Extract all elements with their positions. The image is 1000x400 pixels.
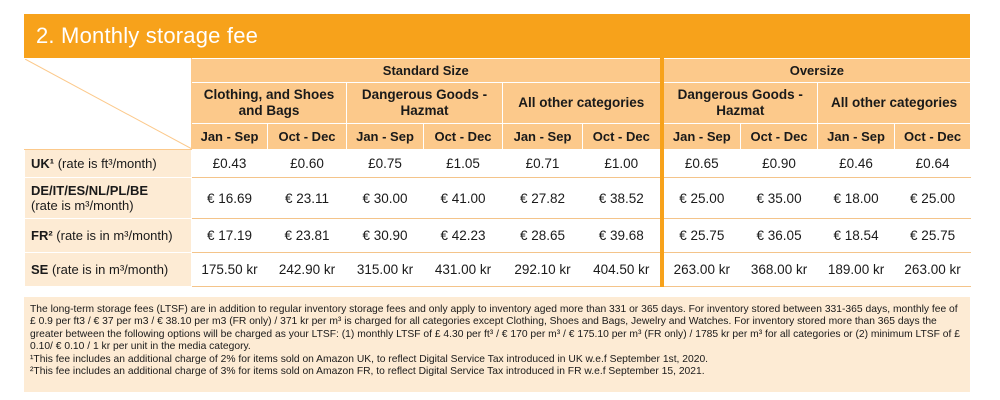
fee-cell: 292.10 kr	[502, 252, 583, 287]
fee-cell: € 30.00	[346, 177, 424, 219]
table-row: FR² (rate is in m³/month) € 17.19 € 23.8…	[24, 218, 972, 253]
table-row: UK¹ (rate is ft³/month) £0.43 £0.60 £0.7…	[24, 149, 972, 178]
fee-cell: £0.43	[191, 149, 268, 178]
storage-fee-panel: 2. Monthly storage fee Standard Size Ove…	[24, 14, 972, 392]
fee-cell: 315.00 kr	[346, 252, 424, 287]
fee-cell: € 16.69	[191, 177, 268, 219]
category-header-clothing: Clothing, and Shoes and Bags	[191, 82, 347, 124]
section-title: 2. Monthly storage fee	[24, 14, 970, 58]
fee-cell: 263.00 kr	[894, 252, 972, 287]
row-label: DE/IT/ES/NL/PL/BE (rate is m³/month)	[24, 177, 192, 219]
period-header: Jan - Sep	[346, 122, 424, 151]
market-name: SE	[31, 262, 49, 277]
category-header-other-standard: All other categories	[501, 82, 663, 124]
group-header-oversize: Oversize	[659, 57, 972, 84]
fee-cell: € 25.00	[894, 177, 972, 219]
category-header-hazmat-oversize: Dangerous Goods - Hazmat	[659, 82, 819, 124]
period-header: Jan - Sep	[502, 122, 583, 151]
row-label: UK¹ (rate is ft³/month)	[24, 149, 192, 178]
period-header: Oct - Dec	[894, 122, 972, 151]
market-name: FR²	[31, 228, 53, 243]
fee-cell: € 38.52	[581, 177, 663, 219]
fee-cell: € 30.90	[346, 218, 424, 253]
fee-cell: £0.60	[267, 149, 347, 178]
fee-cell: € 41.00	[423, 177, 503, 219]
category-header-hazmat-standard: Dangerous Goods - Hazmat	[346, 82, 503, 124]
market-name: UK¹	[31, 156, 55, 171]
corner-diagonal	[25, 59, 192, 149]
fee-cell: 263.00 kr	[659, 252, 742, 287]
fee-cell: € 18.00	[817, 177, 896, 219]
table-row: SE (rate is in m³/month) 175.50 kr 242.9…	[24, 252, 972, 287]
fee-cell: 368.00 kr	[740, 252, 819, 287]
fee-cell: € 17.19	[191, 218, 268, 253]
fee-cell: € 42.23	[423, 218, 503, 253]
rate-unit: (rate is in m³/month)	[48, 262, 169, 277]
rate-unit: (rate is m³/month)	[31, 198, 134, 213]
fee-cell: £0.46	[817, 149, 896, 178]
fee-cell: € 25.75	[894, 218, 972, 253]
fee-cell: 189.00 kr	[817, 252, 896, 287]
period-header: Oct - Dec	[581, 122, 663, 151]
market-name: DE/IT/ES/NL/PL/BE	[31, 183, 149, 198]
row-label: FR² (rate is in m³/month)	[24, 218, 192, 253]
fee-cell: € 36.05	[740, 218, 819, 253]
fee-cell: € 35.00	[740, 177, 819, 219]
period-header: Jan - Sep	[817, 122, 896, 151]
fee-cell: 242.90 kr	[267, 252, 347, 287]
table-corner	[24, 58, 192, 150]
footnotes-box: The long-term storage fees (LTSF) are in…	[24, 297, 970, 392]
ltsf-note: The long-term storage fees (LTSF) are in…	[30, 304, 960, 353]
fee-cell: € 18.54	[817, 218, 896, 253]
fee-cell: € 23.81	[267, 218, 347, 253]
fee-cell: 431.00 kr	[423, 252, 503, 287]
fee-cell: £0.65	[659, 149, 742, 178]
rate-unit: (rate is ft³/month)	[54, 156, 157, 171]
fee-cell: £0.64	[894, 149, 972, 178]
group-header-standard: Standard Size	[190, 57, 663, 84]
table-row: DE/IT/ES/NL/PL/BE (rate is m³/month) € 16…	[24, 177, 972, 219]
period-header: Oct - Dec	[740, 122, 819, 151]
storage-fee-table: Standard Size Oversize Clothing, and Sho…	[24, 57, 972, 287]
fee-cell: £0.71	[502, 149, 583, 178]
fee-cell: £0.75	[346, 149, 424, 178]
row-label: SE (rate is in m³/month)	[24, 252, 192, 287]
fee-cell: 404.50 kr	[581, 252, 663, 287]
footnote-fr: ²This fee includes an additional charge …	[30, 366, 705, 378]
fee-cell: € 25.00	[659, 177, 742, 219]
fee-cell: € 27.82	[502, 177, 583, 219]
category-header-other-oversize: All other categories	[817, 82, 972, 124]
fee-cell: £0.90	[740, 149, 819, 178]
period-header: Oct - Dec	[423, 122, 503, 151]
period-header: Jan - Sep	[659, 122, 742, 151]
period-header: Jan - Sep	[191, 122, 268, 151]
fee-cell: € 39.68	[581, 218, 663, 253]
period-header: Oct - Dec	[267, 122, 347, 151]
fee-cell: £1.05	[423, 149, 503, 178]
fee-cell: € 23.11	[267, 177, 347, 219]
footnote-uk: ¹This fee includes an additional charge …	[30, 353, 709, 365]
fee-cell: € 25.75	[659, 218, 742, 253]
fee-cell: 175.50 kr	[191, 252, 268, 287]
fee-cell: £1.00	[581, 149, 663, 178]
fee-cell: € 28.65	[502, 218, 583, 253]
rate-unit: (rate is in m³/month)	[52, 228, 173, 243]
